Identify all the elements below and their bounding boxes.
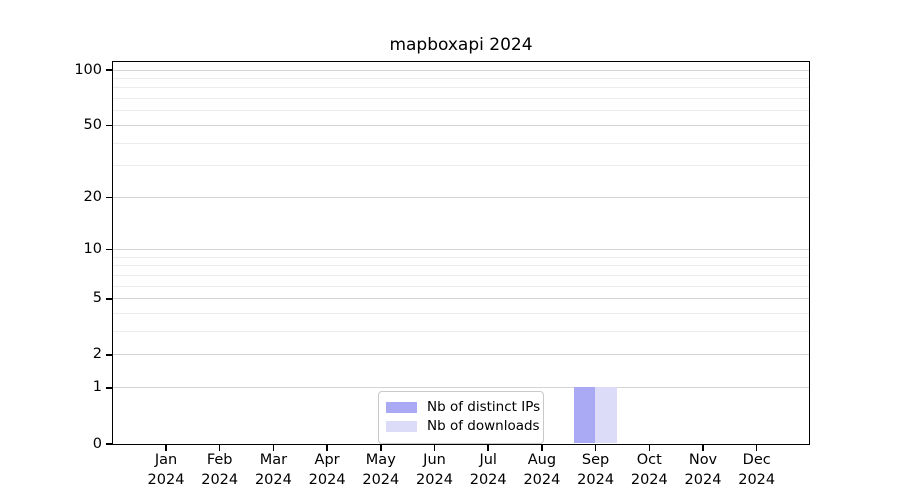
x-tick-month-aug: Aug [527,452,557,468]
x-tick-may [380,445,382,451]
x-tick-label-aug: Aug 2024 [502,451,582,490]
y-tick-label-0: 0 [92,435,102,452]
x-tick-nov [702,445,704,451]
chart-title: mapboxapi 2024 [389,35,533,55]
x-tick-year-jan: 2024 [147,471,185,488]
x-tick-year-feb: 2024 [201,471,239,488]
gridline-minor-9 [113,256,809,258]
gridline-minor-90 [113,77,809,79]
gridline-major-10 [113,249,809,251]
gridline-minor-70 [113,98,809,100]
legend-item-nb-of-distinct-ips: Nb of distinct IPs [386,398,540,417]
x-tick-label-mar: Mar 2024 [233,451,313,490]
x-tick-month-may: May [365,452,396,468]
x-tick-month-mar: Mar [259,452,288,468]
x-tick-label-oct: Oct 2024 [609,451,689,490]
y-tick-50 [106,124,112,127]
gridline-minor-6 [113,285,809,287]
x-tick-label-dec: Dec 2024 [717,451,797,490]
gridline-major-5 [113,298,809,300]
plot-area [112,61,810,445]
x-tick-year-nov: 2024 [684,471,722,488]
y-tick-10 [106,248,112,251]
x-tick-label-sep: Sep 2024 [556,451,636,490]
x-tick-aug [541,445,543,451]
x-tick-year-jul: 2024 [469,471,507,488]
x-tick-mar [272,445,275,451]
y-tick-label-10: 10 [83,241,102,258]
gridline-minor-80 [113,87,809,89]
x-tick-year-apr: 2024 [308,471,346,488]
gridline-major-50 [113,124,809,126]
gridline-major-1 [113,387,809,389]
y-tick-100 [106,69,112,71]
gridline-minor-40 [113,142,809,144]
gridline-minor-7 [113,274,809,276]
x-tick-month-nov: Nov [688,452,718,468]
y-tick-label-100: 100 [74,61,102,78]
y-tick-20 [106,196,112,199]
x-tick-month-jun: Jun [423,452,446,468]
legend-label-nb-of-downloads: Nb of downloads [427,418,540,434]
x-tick-month-feb: Feb [206,452,233,468]
x-tick-month-dec: Dec [742,452,771,468]
x-tick-year-aug: 2024 [523,471,561,488]
x-tick-label-feb: Feb 2024 [180,451,260,490]
x-tick-month-oct: Oct [636,452,662,468]
gridline-major-20 [113,196,809,198]
x-tick-month-jan: Jan [154,452,178,468]
x-tick-oct [648,445,651,451]
y-tick-1 [106,387,112,389]
x-tick-year-sep: 2024 [577,471,615,488]
x-tick-month-apr: Apr [314,452,340,468]
bar-nb-of-distinct-ips-sep [573,387,596,443]
gridline-minor-8 [113,265,809,267]
legend-item-nb-of-downloads: Nb of downloads [386,417,540,436]
x-tick-label-nov: Nov 2024 [663,451,743,490]
x-tick-year-jun: 2024 [416,471,453,488]
y-tick-0 [106,443,112,445]
x-tick-sep [594,445,597,451]
bar-nb-of-downloads-sep [595,387,617,443]
gridline-minor-3 [113,331,809,333]
y-tick-2 [106,354,112,356]
x-tick-feb [218,445,221,451]
x-tick-label-apr: Apr 2024 [287,451,367,490]
x-tick-jul [487,445,489,451]
x-tick-apr [326,445,328,451]
x-tick-year-dec: 2024 [738,471,776,488]
gridline-minor-30 [113,165,809,167]
x-tick-month-jul: Jul [479,452,497,468]
x-tick-label-jul: Jul 2024 [448,451,528,490]
x-tick-month-sep: Sep [581,452,610,468]
x-tick-jan [165,445,167,451]
x-tick-label-may: May 2024 [341,451,421,490]
gridline-minor-4 [113,313,809,315]
legend-label-nb-of-distinct-ips: Nb of distinct IPs [427,399,541,415]
y-tick-label-50: 50 [83,116,102,133]
x-tick-dec [755,445,758,451]
gridline-major-2 [113,354,809,356]
y-tick-5 [106,298,112,300]
x-tick-label-jun: Jun 2024 [395,451,475,490]
x-tick-year-mar: 2024 [254,471,292,488]
x-tick-label-jan: Jan 2024 [126,451,206,490]
gridline-major-100 [113,69,809,71]
y-tick-label-2: 2 [92,346,102,363]
gridline-minor-60 [113,110,809,112]
x-tick-year-oct: 2024 [630,471,668,488]
legend: Nb of distinct IPs Nb of downloads [378,391,544,444]
y-tick-label-5: 5 [92,290,102,307]
x-tick-jun [433,445,436,451]
legend-swatch-nb-of-downloads [386,421,417,432]
y-tick-label-1: 1 [92,379,102,396]
legend-swatch-nb-of-distinct-ips [386,402,417,413]
y-tick-label-20: 20 [83,188,102,205]
x-tick-year-may: 2024 [362,471,400,488]
